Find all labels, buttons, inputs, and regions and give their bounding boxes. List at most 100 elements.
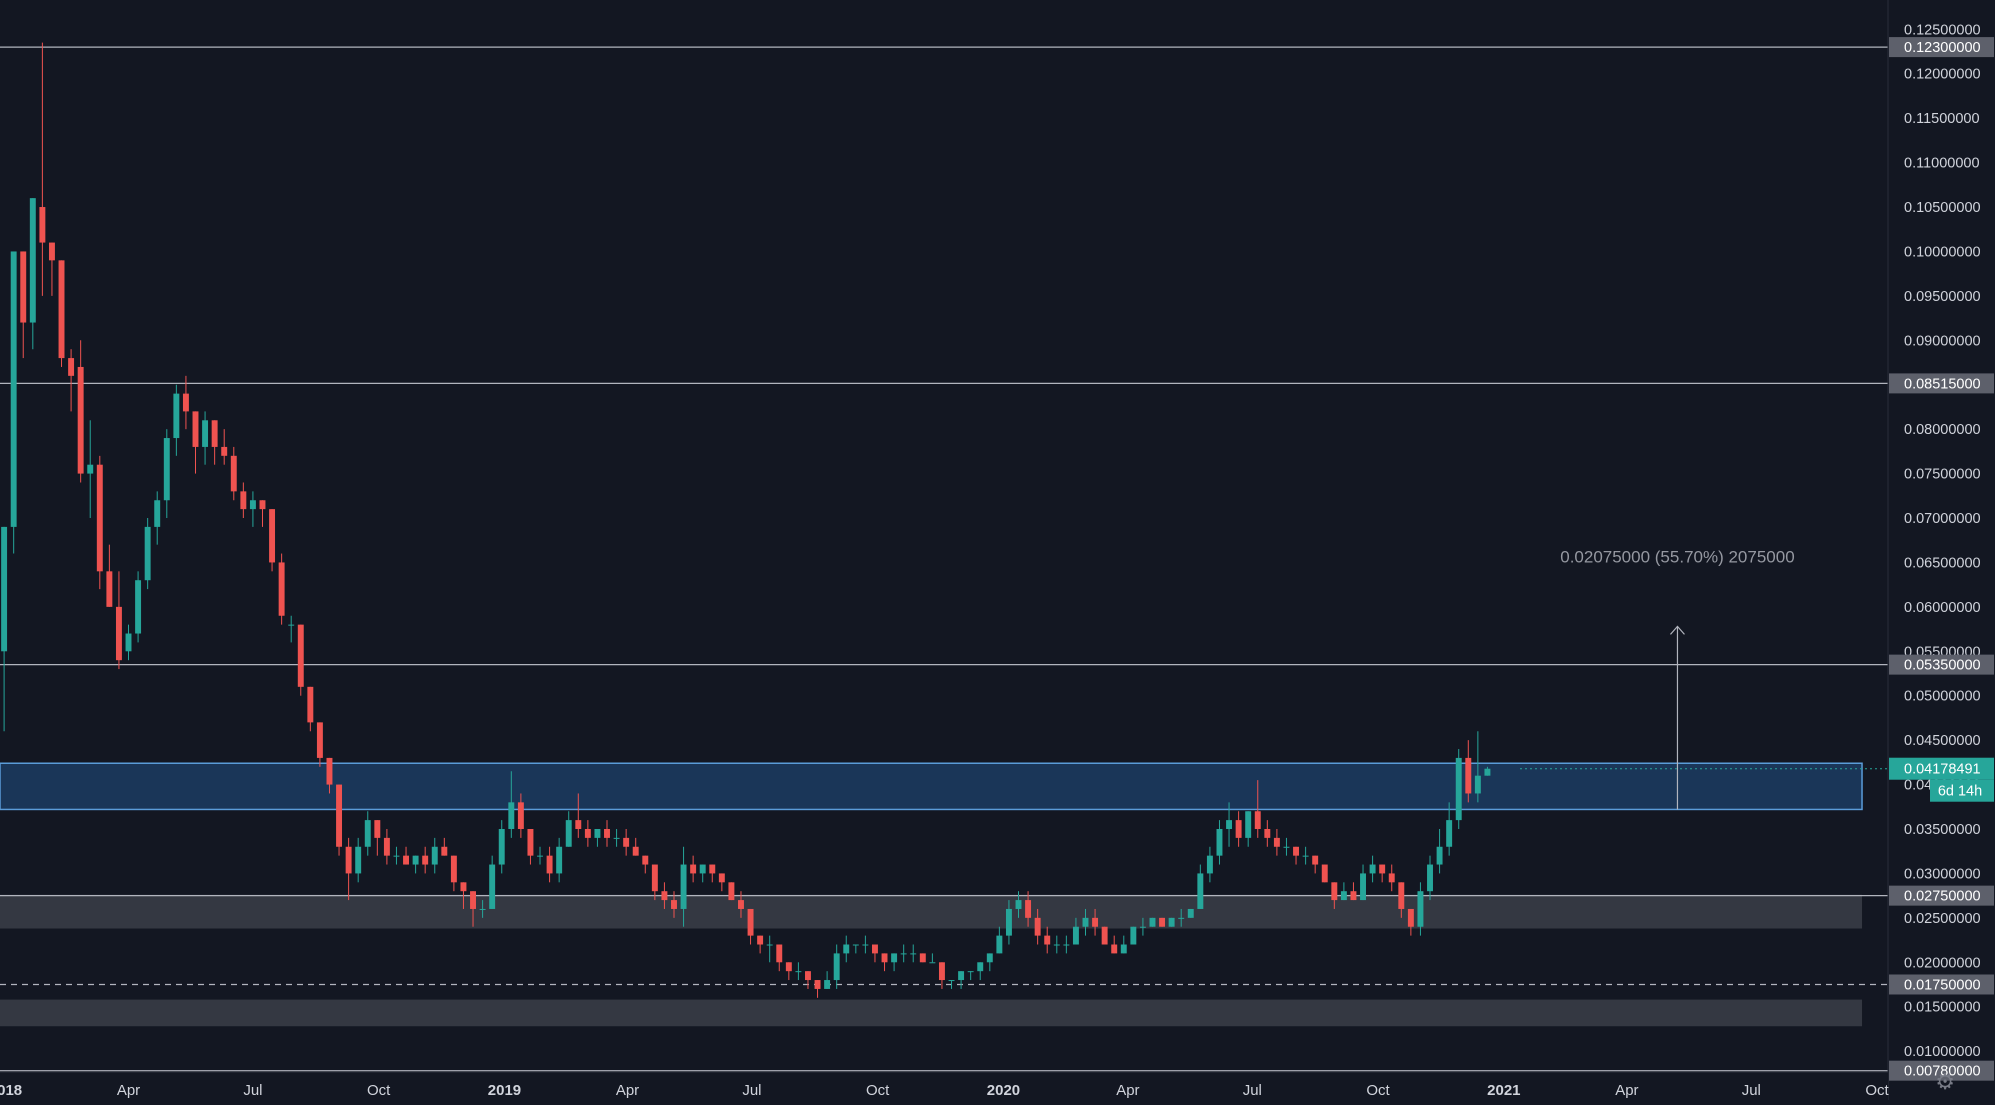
- measure-label: 0.02075000 (55.70%) 2075000: [1560, 548, 1794, 567]
- candle-body: [1369, 864, 1376, 874]
- price-tick-label: 0.06000000: [1904, 600, 1981, 616]
- candle-body: [1072, 926, 1079, 945]
- last-price-box: [1889, 757, 1994, 780]
- candle-body: [1407, 908, 1414, 927]
- price-tick-label: 0.03000000: [1904, 866, 1981, 882]
- price-tick-label: 0.06500000: [1904, 555, 1981, 571]
- candle-body: [747, 908, 754, 936]
- candle-body: [489, 864, 496, 909]
- candle-body: [584, 828, 591, 838]
- candle-body: [1235, 820, 1242, 838]
- price-tick-label: 0.12000000: [1904, 67, 1981, 83]
- candle-body: [1015, 900, 1022, 909]
- candle-body: [1101, 926, 1108, 945]
- candle-body: [364, 820, 371, 847]
- price-tick-label: 0.07000000: [1904, 511, 1981, 527]
- candle-body: [336, 784, 343, 847]
- countdown-label: 6d 14h: [1938, 784, 1982, 800]
- candle-body: [958, 971, 965, 981]
- candle-body: [604, 828, 610, 838]
- candle-body: [77, 366, 84, 474]
- candle-body: [948, 980, 955, 982]
- level-price-label: 0.01750000: [1904, 977, 1981, 993]
- price-tick-label: 0.03500000: [1904, 822, 1981, 838]
- candle-body: [986, 953, 993, 963]
- candle-body: [106, 571, 113, 607]
- candle-body: [1379, 864, 1386, 874]
- candle-body: [1465, 757, 1472, 794]
- candle-body: [1417, 891, 1424, 927]
- candle-body: [1273, 837, 1280, 847]
- candle-body: [87, 464, 94, 474]
- time-axis-panel: [0, 1072, 1888, 1100]
- price-axis-panel: [1888, 0, 1995, 1100]
- candle-body: [671, 900, 677, 909]
- candle-body: [929, 962, 936, 964]
- candle-body: [230, 455, 237, 492]
- candle-body: [1293, 846, 1300, 856]
- time-tick-label: Apr: [616, 1082, 639, 1099]
- candle-body: [594, 828, 601, 838]
- time-tick-label: Jul: [243, 1082, 262, 1099]
- candle-body: [1226, 820, 1233, 829]
- candle-body: [1044, 935, 1051, 945]
- level-price-box: [1889, 974, 1994, 995]
- candle-body: [431, 846, 438, 865]
- candle-body: [1331, 882, 1338, 901]
- level-price-label: 0.05350000: [1904, 658, 1981, 674]
- candle-body: [192, 411, 199, 447]
- level-price-box: [1889, 885, 1994, 906]
- candle-body: [517, 802, 524, 829]
- candle-body: [642, 855, 649, 865]
- candle-body: [776, 944, 783, 963]
- candle-body: [374, 820, 381, 838]
- candle-body: [96, 464, 103, 572]
- candle-body: [1398, 882, 1405, 909]
- candle-body: [661, 891, 668, 901]
- candle-body: [1025, 900, 1032, 918]
- support-zone-gray: [0, 894, 1863, 929]
- candle-body: [718, 873, 725, 883]
- settings-gear-icon[interactable]: ⚙: [1935, 1069, 1955, 1094]
- candle-body: [221, 446, 228, 456]
- candle-body: [527, 828, 534, 856]
- time-tick-label: Jul: [1742, 1082, 1761, 1099]
- candle-body: [1312, 855, 1319, 865]
- candle-body: [1388, 873, 1395, 883]
- time-tick-label: Apr: [1116, 1082, 1139, 1099]
- candle-body: [1139, 926, 1146, 928]
- candle-body: [871, 944, 878, 954]
- candle-body: [1302, 855, 1309, 857]
- time-tick-label: Jul: [742, 1082, 761, 1099]
- candle-body: [881, 953, 888, 963]
- level-price-box: [1889, 1060, 1994, 1081]
- candle-body: [163, 438, 170, 501]
- candle-body: [125, 633, 132, 652]
- candle-body: [259, 500, 266, 510]
- candle-body: [1254, 811, 1261, 829]
- candle-body: [1120, 944, 1127, 954]
- candle-body: [1197, 873, 1204, 909]
- candle-body: [1283, 846, 1290, 848]
- candle-body: [39, 207, 46, 243]
- candle-body: [891, 953, 898, 963]
- candle-body: [575, 820, 582, 829]
- candle-body: [1455, 757, 1462, 821]
- level-price-box: [1889, 37, 1994, 58]
- candle-body: [1427, 864, 1433, 892]
- candle-body: [632, 846, 639, 856]
- price-tick-label: 0.01000000: [1904, 1044, 1981, 1060]
- price-tick-label: 0.12500000: [1904, 22, 1981, 38]
- candle-body: [326, 757, 333, 785]
- candle-body: [498, 828, 505, 865]
- candle-body: [135, 580, 142, 634]
- resistance-zone-blue: [0, 762, 1863, 811]
- candle-body: [278, 562, 285, 616]
- time-tick-label: Jul: [1243, 1082, 1262, 1099]
- candle-body: [1063, 944, 1070, 946]
- candle-body: [68, 358, 75, 376]
- candle-body: [565, 820, 572, 847]
- candle-body: [288, 624, 295, 626]
